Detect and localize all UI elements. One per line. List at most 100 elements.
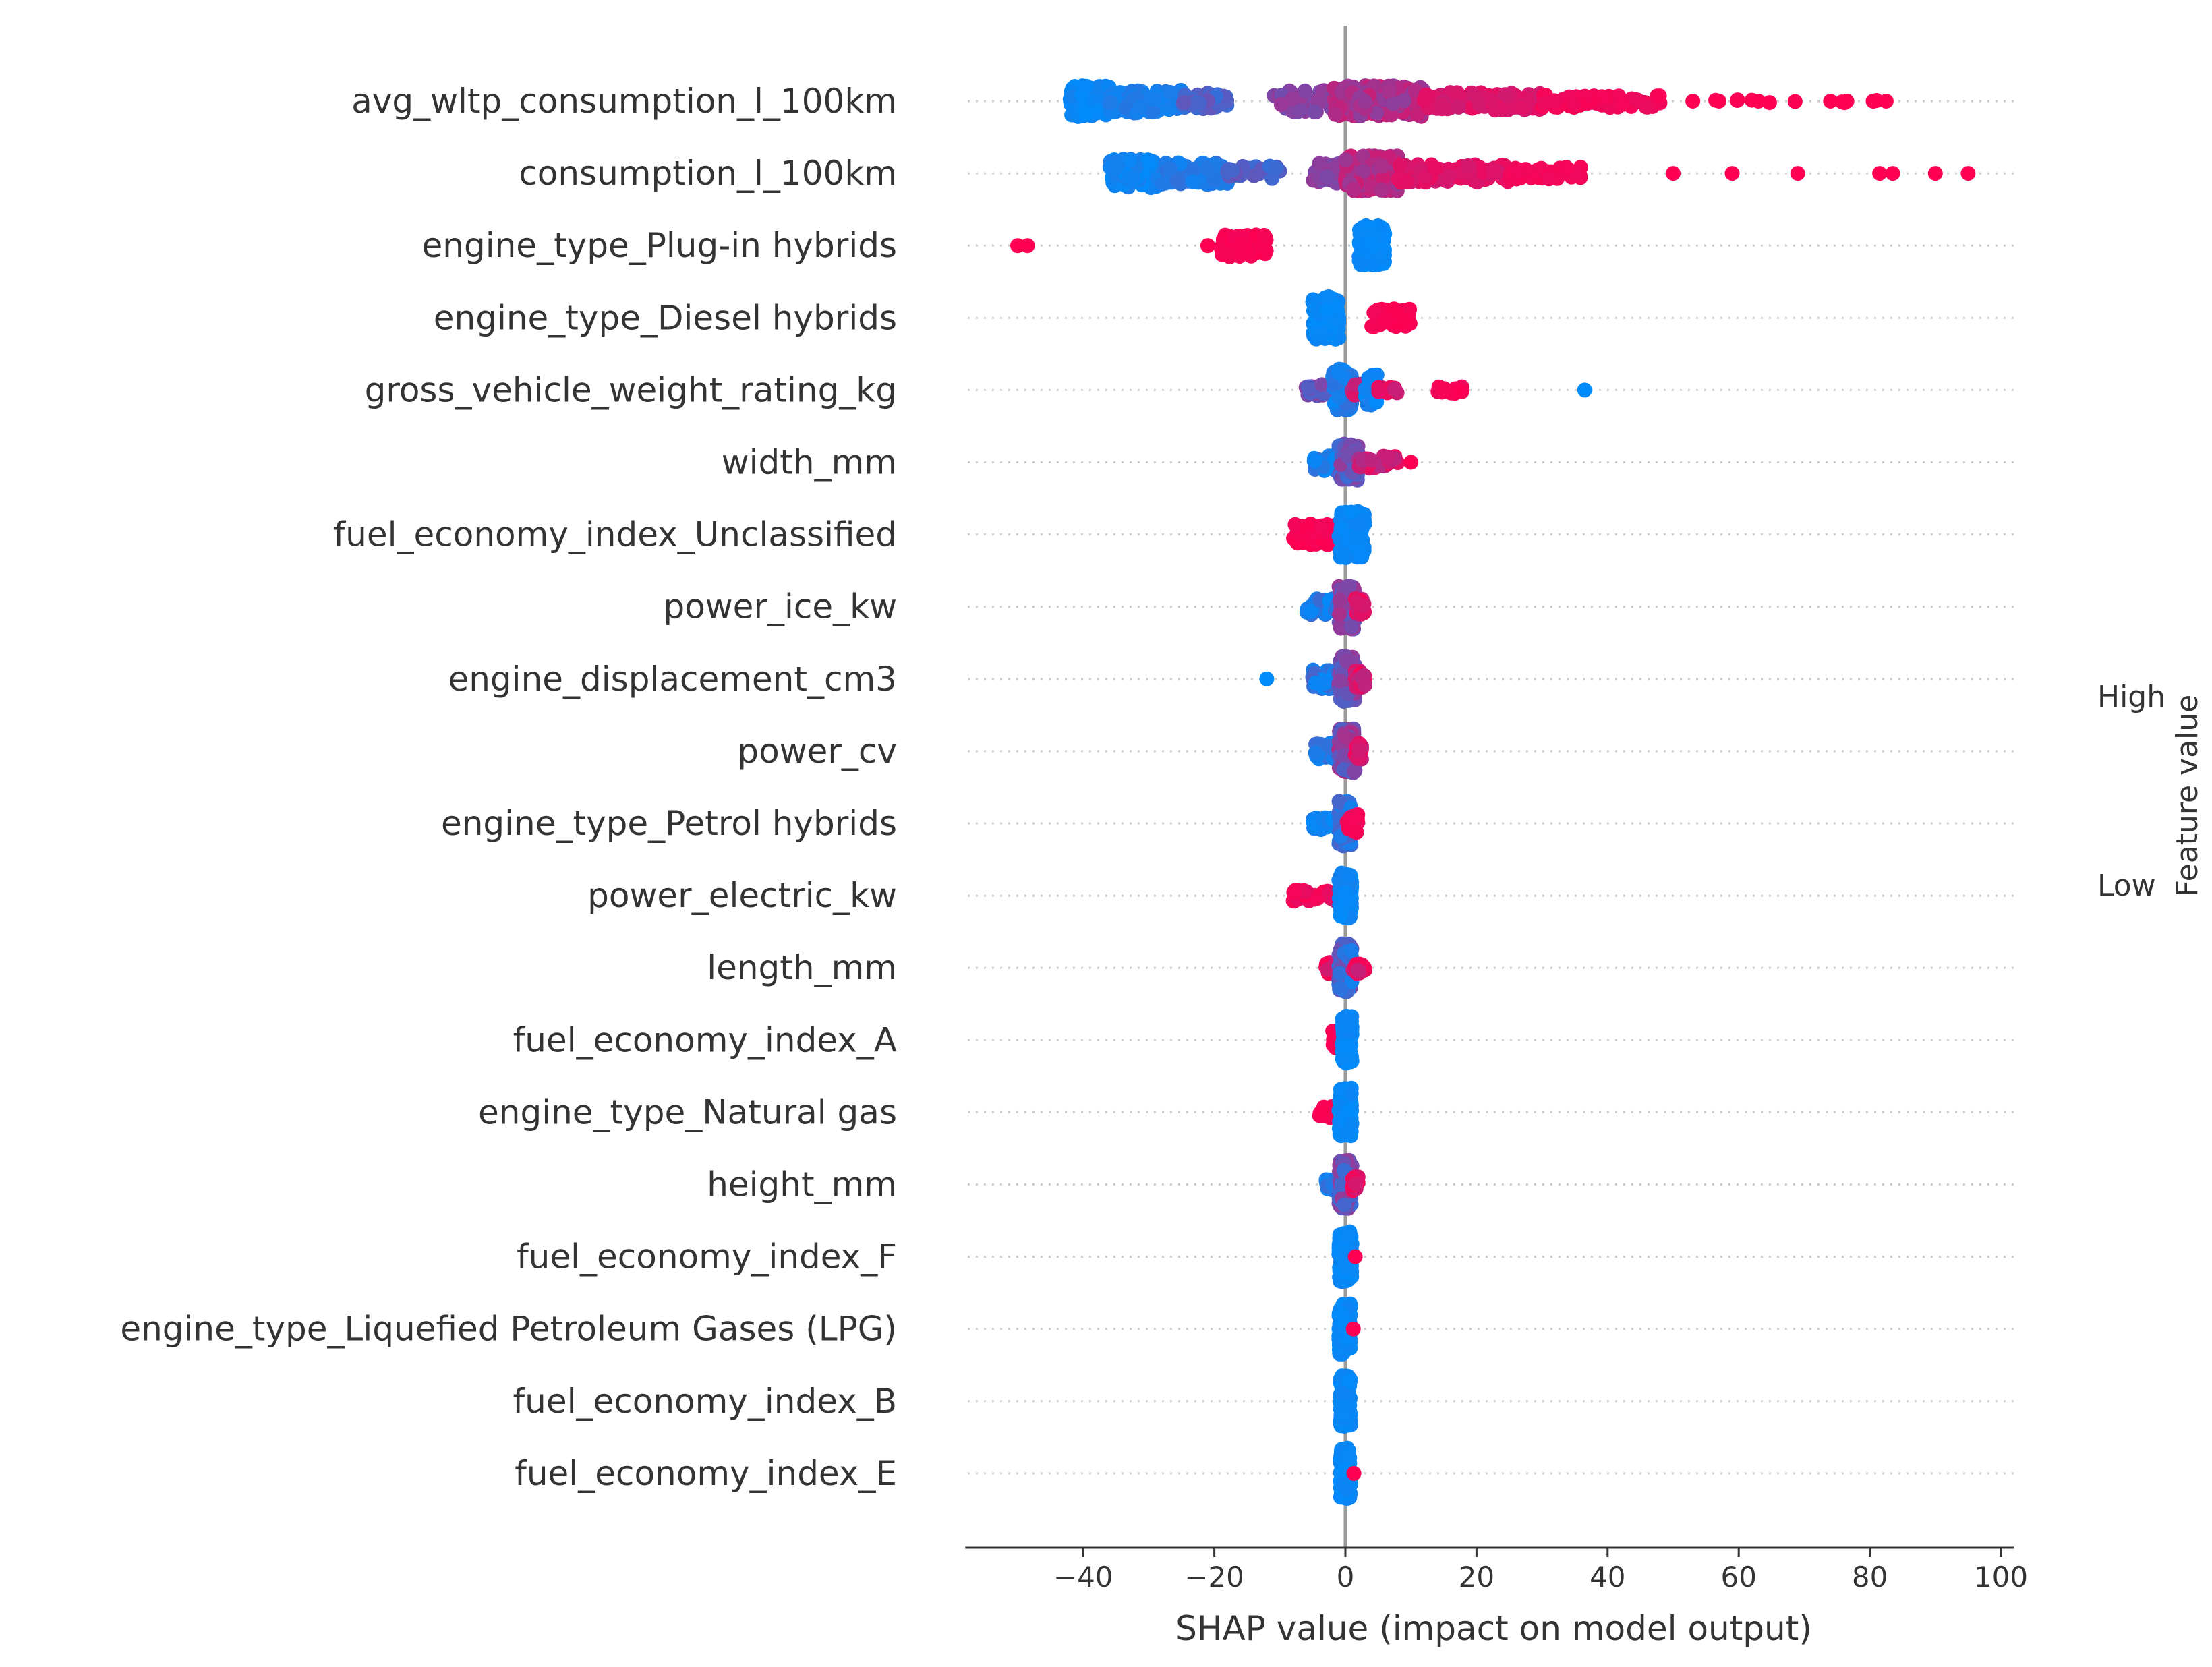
shap-point bbox=[1451, 384, 1467, 399]
feature-label: engine_type_Natural gas bbox=[478, 1092, 897, 1132]
shap-point bbox=[1712, 94, 1726, 109]
shap-point bbox=[1176, 95, 1192, 110]
shap-point bbox=[1428, 160, 1443, 176]
shap-point bbox=[1103, 94, 1118, 110]
shap-point bbox=[1337, 885, 1353, 900]
shap-point bbox=[1369, 105, 1385, 121]
shap-point bbox=[1132, 99, 1148, 115]
shap-point bbox=[1358, 94, 1373, 109]
shap-point bbox=[1390, 304, 1405, 320]
grid-lines bbox=[968, 100, 2016, 1475]
feature-labels: avg_wltp_consumption_l_100kmconsumption_… bbox=[120, 82, 897, 1493]
shap-point bbox=[1403, 455, 1419, 470]
shap-point bbox=[1200, 160, 1215, 176]
shap-point bbox=[1343, 619, 1359, 635]
feature-label: fuel_economy_index_A bbox=[513, 1020, 897, 1059]
shap-point bbox=[1416, 92, 1432, 108]
shap-point bbox=[1334, 549, 1349, 564]
feature-label: engine_type_Liquefied Petroleum Gases (L… bbox=[120, 1310, 897, 1349]
shap-point bbox=[1366, 368, 1382, 383]
x-tick-label: 20 bbox=[1459, 1560, 1494, 1593]
feature-label: fuel_economy_index_B bbox=[513, 1382, 897, 1421]
feature-label: engine_displacement_cm3 bbox=[448, 660, 897, 699]
shap-point bbox=[1333, 1305, 1349, 1320]
shap-point bbox=[1259, 671, 1275, 686]
shap-point bbox=[1345, 1321, 1361, 1337]
shap-point bbox=[1339, 1260, 1354, 1275]
shap-point bbox=[1382, 83, 1397, 98]
shap-point bbox=[1730, 92, 1745, 108]
shap-point bbox=[1441, 168, 1457, 183]
shap-point bbox=[1337, 1197, 1352, 1212]
shap-point bbox=[1298, 83, 1312, 98]
feature-label: power_ice_kw bbox=[663, 587, 897, 626]
shap-point bbox=[1434, 98, 1450, 113]
shap-point bbox=[1347, 763, 1362, 779]
shap-point bbox=[1122, 152, 1138, 168]
shap-point bbox=[1285, 91, 1300, 107]
shap-point bbox=[1333, 902, 1348, 917]
shap-point bbox=[1331, 365, 1346, 380]
colorbar-title: Feature value bbox=[2170, 695, 2205, 897]
shap-point bbox=[1343, 812, 1359, 827]
shap-point bbox=[1338, 152, 1354, 168]
shap-point bbox=[1358, 678, 1372, 693]
shap-point bbox=[1371, 384, 1387, 399]
shap-point bbox=[1319, 303, 1335, 318]
shap-point bbox=[1787, 94, 1803, 109]
x-axis-title: SHAP value (impact on model output) bbox=[1175, 1609, 1812, 1648]
shap-point bbox=[1332, 606, 1347, 622]
shap-point bbox=[1146, 92, 1161, 107]
shap-point bbox=[1346, 1465, 1362, 1481]
shap-point bbox=[1020, 238, 1035, 254]
feature-label: power_cv bbox=[737, 732, 897, 771]
shap-point bbox=[1339, 1008, 1354, 1024]
shap-point bbox=[1541, 171, 1556, 187]
shap-point bbox=[1145, 105, 1161, 119]
feature-label: gross_vehicle_weight_rating_kg bbox=[365, 370, 897, 409]
shap-point bbox=[1341, 579, 1357, 594]
shap-point bbox=[1823, 94, 1838, 109]
shap-point bbox=[1163, 84, 1178, 100]
shap-point bbox=[1878, 94, 1894, 109]
shap-point bbox=[1333, 521, 1349, 536]
shap-point bbox=[1365, 236, 1380, 252]
shap-point bbox=[1334, 84, 1349, 100]
shap-point bbox=[1333, 981, 1348, 996]
shap-point bbox=[1349, 825, 1364, 840]
shap-point bbox=[1304, 604, 1319, 619]
shap-point bbox=[1546, 93, 1562, 109]
shap-point bbox=[1387, 382, 1402, 397]
feature-label: fuel_economy_index_Unclassified bbox=[334, 515, 897, 554]
shap-point bbox=[1331, 390, 1347, 405]
shap-point bbox=[1343, 1086, 1359, 1101]
shap-point bbox=[1839, 94, 1855, 109]
shap-point bbox=[1885, 166, 1900, 181]
shap-point bbox=[1332, 593, 1347, 608]
shap-point bbox=[1960, 166, 1976, 181]
shap-point bbox=[1342, 1373, 1357, 1388]
shap-point bbox=[1927, 166, 1943, 181]
shap-point bbox=[1436, 381, 1452, 397]
shap-point bbox=[1384, 107, 1399, 123]
shap-point bbox=[1299, 884, 1314, 900]
shap-point bbox=[1339, 653, 1354, 669]
shap-point bbox=[1332, 966, 1347, 981]
shap-point bbox=[1865, 94, 1881, 109]
shap-point bbox=[1872, 166, 1888, 181]
shap-point bbox=[1347, 1249, 1363, 1264]
shap-point bbox=[1169, 173, 1184, 188]
shap-point bbox=[1566, 96, 1581, 111]
shap-point bbox=[1090, 103, 1106, 119]
shap-point bbox=[1314, 377, 1330, 392]
feature-label: fuel_economy_index_F bbox=[517, 1237, 897, 1277]
colorbar: High Low Feature value bbox=[2097, 680, 2205, 903]
shap-point bbox=[1340, 1447, 1356, 1463]
shap-point bbox=[1345, 182, 1361, 198]
shap-point bbox=[1349, 595, 1364, 610]
shap-point bbox=[1356, 163, 1371, 179]
shap-point bbox=[1374, 158, 1389, 174]
feature-label: length_mm bbox=[707, 948, 897, 987]
shap-point bbox=[1225, 163, 1240, 178]
feature-label: engine_type_Diesel hybrids bbox=[434, 298, 897, 337]
